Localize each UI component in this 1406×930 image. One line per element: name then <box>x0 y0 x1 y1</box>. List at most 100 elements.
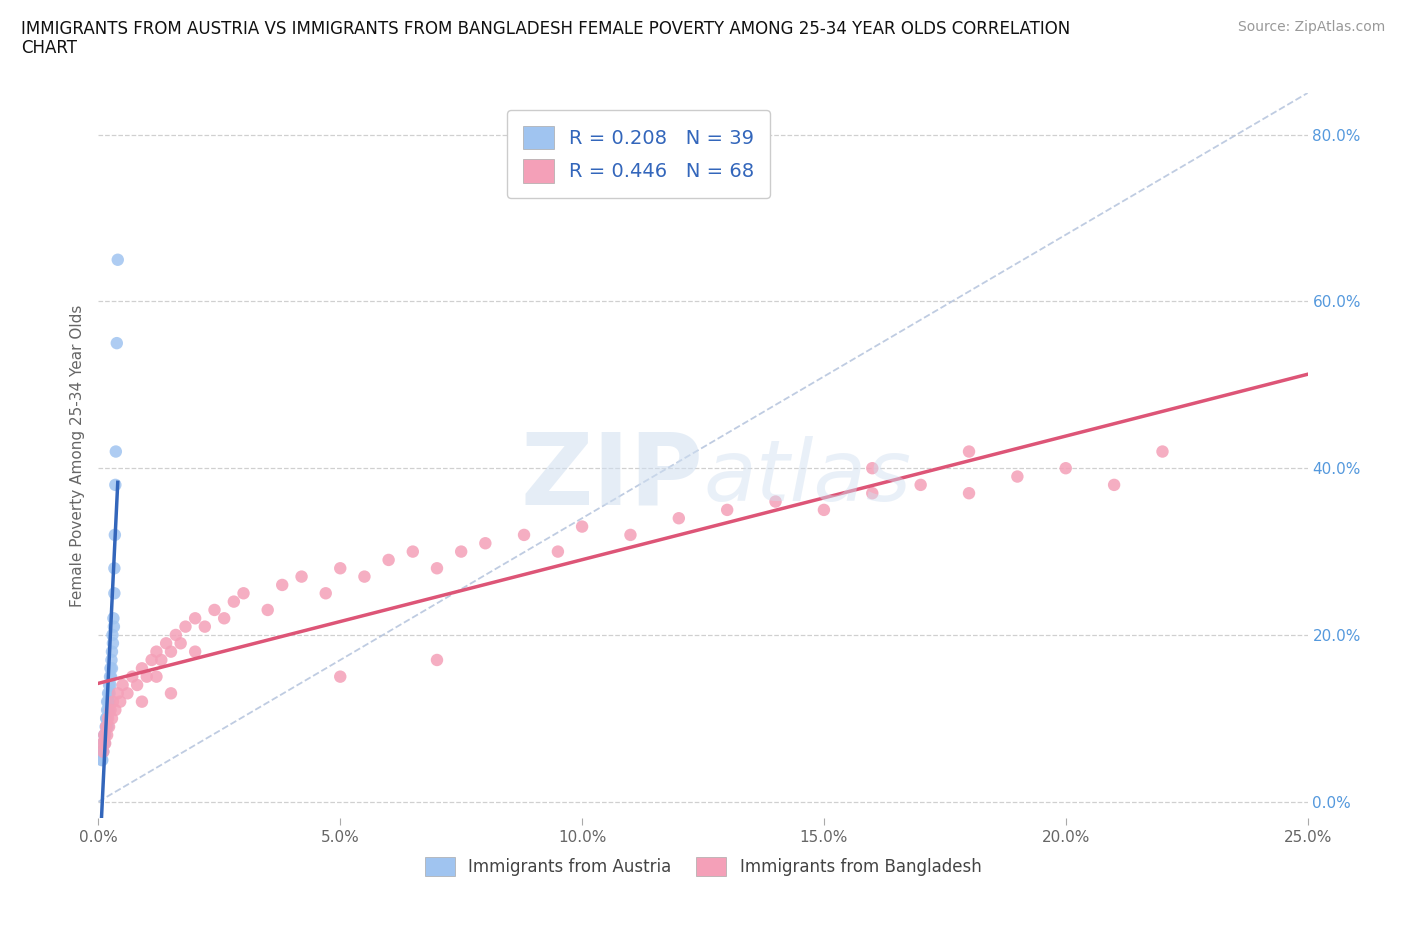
Point <box>94 719 117 734</box>
Point <box>96 702 118 717</box>
Point <box>100 653 122 668</box>
Point <box>101 711 124 725</box>
Y-axis label: Female Poverty Among 25-34 Year Olds: Female Poverty Among 25-34 Year Olds <box>69 304 84 607</box>
Point <box>91 736 114 751</box>
Point <box>104 527 127 542</box>
Point <box>96 711 118 725</box>
Point <box>513 527 536 542</box>
Point <box>426 653 449 668</box>
Point <box>103 586 125 601</box>
Point <box>145 670 167 684</box>
Point <box>194 619 217 634</box>
Point <box>315 586 337 601</box>
Point <box>135 670 157 684</box>
Point <box>1102 477 1125 492</box>
Point <box>329 561 352 576</box>
Point <box>103 611 125 626</box>
Point <box>204 603 226 618</box>
Point <box>619 527 641 542</box>
Point <box>1054 460 1077 475</box>
Point <box>101 636 124 651</box>
Point <box>165 628 187 643</box>
Point <box>96 719 118 734</box>
Point <box>184 644 207 659</box>
Text: ZIP: ZIP <box>520 429 703 526</box>
Point <box>571 519 593 534</box>
Point <box>93 727 115 742</box>
Point <box>104 702 127 717</box>
Point <box>97 711 120 725</box>
Point <box>127 678 149 693</box>
Point <box>450 544 472 559</box>
Point <box>353 569 375 584</box>
Text: atlas: atlas <box>703 436 911 519</box>
Point <box>90 752 112 767</box>
Point <box>97 686 120 701</box>
Point <box>131 661 153 676</box>
Point <box>155 636 177 651</box>
Point <box>101 661 124 676</box>
Point <box>101 694 124 709</box>
Point <box>98 694 121 709</box>
Point <box>329 670 352 684</box>
Point <box>232 586 254 601</box>
Point <box>97 702 120 717</box>
Point <box>91 744 114 759</box>
Point <box>91 736 114 751</box>
Point <box>96 694 118 709</box>
Point <box>860 485 883 500</box>
Point <box>131 694 153 709</box>
Point <box>91 744 114 759</box>
Point <box>121 670 143 684</box>
Point <box>107 252 129 267</box>
Point <box>957 445 980 459</box>
Point <box>117 686 139 701</box>
Point <box>716 502 738 517</box>
Point <box>91 752 114 767</box>
Point <box>100 678 122 693</box>
Point <box>910 477 932 492</box>
Point <box>105 336 128 351</box>
Point <box>93 736 115 751</box>
Point <box>169 636 191 651</box>
Text: Source: ZipAtlas.com: Source: ZipAtlas.com <box>1237 20 1385 34</box>
Point <box>184 611 207 626</box>
Point <box>91 744 114 759</box>
Point <box>94 736 117 751</box>
Point <box>765 494 787 509</box>
Point <box>108 694 131 709</box>
Point <box>103 619 125 634</box>
Point <box>222 594 245 609</box>
Point <box>100 702 122 717</box>
Point <box>96 727 118 742</box>
Point <box>90 744 112 759</box>
Point <box>98 686 121 701</box>
Point <box>1152 445 1174 459</box>
Point <box>860 460 883 475</box>
Point <box>111 678 134 693</box>
Point <box>1007 469 1029 484</box>
Point <box>957 485 980 500</box>
Point <box>98 678 121 693</box>
Point <box>97 694 120 709</box>
Point <box>98 670 121 684</box>
Point <box>813 502 835 517</box>
Point <box>150 653 173 668</box>
Point <box>104 445 127 459</box>
Point <box>256 603 278 618</box>
Legend: Immigrants from Austria, Immigrants from Bangladesh: Immigrants from Austria, Immigrants from… <box>418 850 988 883</box>
Point <box>547 544 569 559</box>
Point <box>101 628 124 643</box>
Point <box>100 670 122 684</box>
Point <box>96 711 118 725</box>
Point <box>377 552 399 567</box>
Point <box>141 653 163 668</box>
Point <box>93 727 115 742</box>
Point <box>271 578 294 592</box>
Point <box>94 727 117 742</box>
Point <box>426 561 449 576</box>
Point <box>103 561 125 576</box>
Text: IMMIGRANTS FROM AUSTRIA VS IMMIGRANTS FROM BANGLADESH FEMALE POVERTY AMONG 25-34: IMMIGRANTS FROM AUSTRIA VS IMMIGRANTS FR… <box>21 20 1070 38</box>
Point <box>98 719 121 734</box>
Point <box>668 511 690 525</box>
